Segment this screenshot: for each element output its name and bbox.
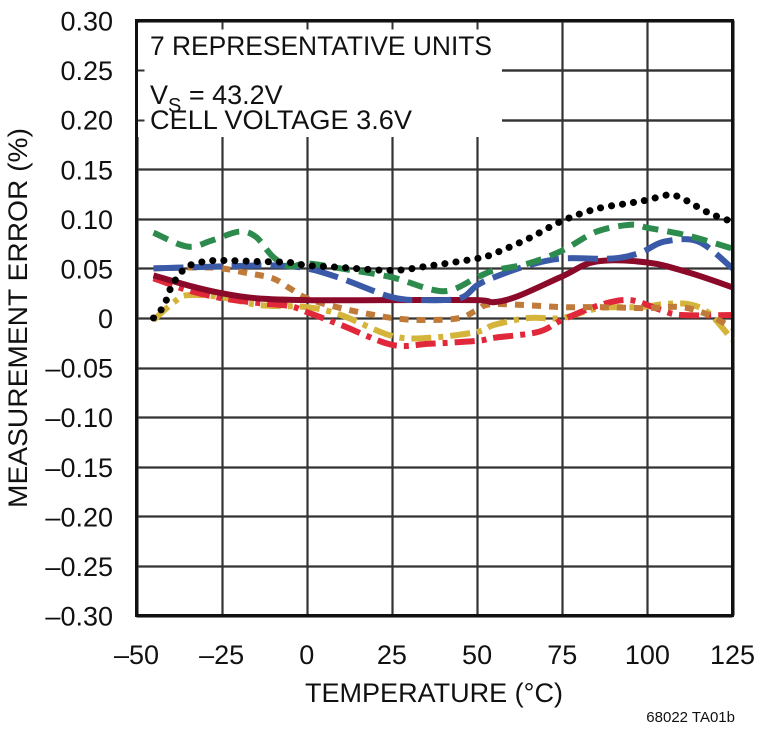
x-axis-tick-labels: –50 –25 0 25 50 75 100 125 [114, 640, 755, 670]
x-tick-label: –25 [199, 640, 244, 670]
x-axis-title: TEMPERATURE (°C) [305, 678, 563, 708]
y-tick-label: 0.30 [60, 7, 113, 37]
y-tick-label: –0.20 [45, 502, 113, 532]
x-tick-label: 25 [377, 640, 407, 670]
y-tick-label: –0.25 [45, 552, 113, 582]
x-tick-label: 50 [462, 640, 492, 670]
y-tick-label: –0.30 [45, 602, 113, 632]
x-tick-label: 0 [299, 640, 314, 670]
annotation-line-units: 7 REPRESENTATIVE UNITS [150, 31, 492, 61]
x-tick-label: 125 [710, 640, 755, 670]
y-tick-label: 0.15 [60, 155, 113, 185]
y-tick-label: 0.25 [60, 56, 113, 86]
series-line-unit-1-black-dotted [150, 191, 736, 322]
series-line-unit-2-green-dashed [152, 221, 734, 295]
series-line-unit-6-yellow-dash-dot [151, 291, 735, 342]
y-tick-label: –0.10 [45, 403, 113, 433]
y-tick-label: –0.05 [45, 354, 113, 384]
annotation-box [138, 23, 502, 137]
y-tick-label: 0 [98, 304, 113, 334]
y-tick-label: 0.20 [60, 106, 113, 136]
series-layer [150, 191, 736, 350]
series-line-unit-4-darkred-solid [152, 257, 734, 306]
annotation-line-supply: VS = 43.2V [150, 80, 283, 117]
plot-frame [135, 19, 734, 617]
x-tick-label: –50 [114, 640, 159, 670]
annotation-line-cell-voltage: CELL VOLTAGE 3.6V [150, 105, 412, 135]
y-axis-tick-labels: 0.30 0.25 0.20 0.15 0.10 0.05 0 –0.05 –0.10 –0.15… [45, 7, 113, 632]
x-tick-label: 75 [547, 640, 577, 670]
series-line-unit-7-red-dash-dot [152, 275, 733, 350]
y-tick-label: –0.15 [45, 453, 113, 483]
y-tick-label: 0.05 [60, 254, 113, 284]
figure-id: 68022 TA01b [646, 709, 735, 726]
y-axis-title: MEASUREMENT ERROR (%) [3, 128, 33, 508]
y-tick-label: 0.10 [60, 205, 113, 235]
x-tick-label: 100 [625, 640, 670, 670]
